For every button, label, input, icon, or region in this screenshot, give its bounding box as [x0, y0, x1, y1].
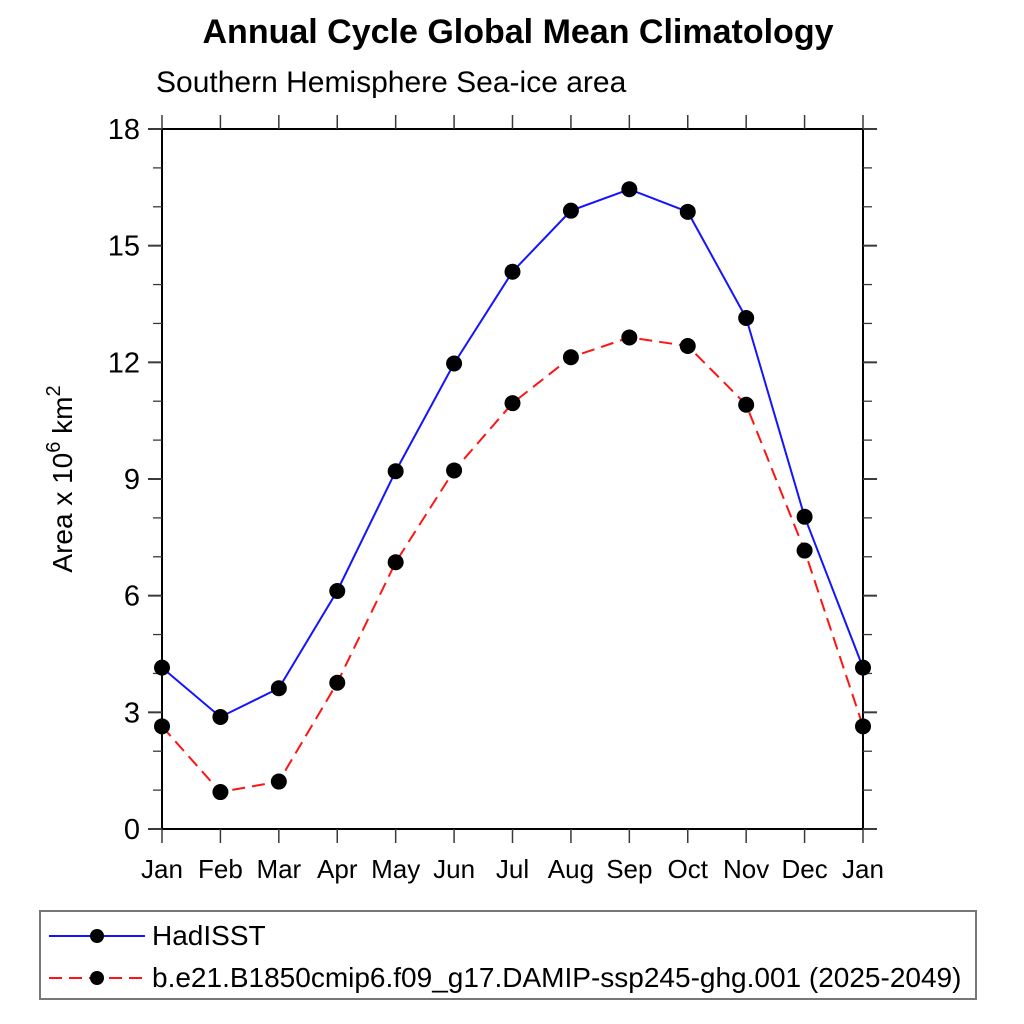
data-point-marker: [270, 773, 287, 790]
plot-frame: [161, 128, 864, 830]
x-tick-label: Apr: [317, 854, 358, 884]
data-point-marker: [679, 203, 696, 220]
data-point-marker: [154, 718, 170, 735]
data-point-marker: [270, 680, 287, 697]
data-point-marker: [855, 718, 871, 735]
data-point-marker: [738, 396, 755, 413]
x-tick-label: Oct: [668, 854, 709, 884]
data-point-marker: [796, 542, 813, 559]
x-tick-label: Aug: [548, 854, 594, 884]
legend-box: HadISST b.e21.B1850cmip6.f09_g17.DAMIP-s…: [39, 910, 977, 1000]
data-point-marker: [446, 355, 463, 372]
y-tick-label: 9: [124, 464, 140, 496]
data-point-marker: [387, 463, 404, 480]
data-point-marker: [329, 583, 346, 599]
x-tick-label: Jul: [496, 854, 529, 884]
legend-label: HadISST: [152, 920, 266, 951]
data-point-marker: [621, 329, 638, 346]
data-point-marker: [504, 263, 521, 280]
data-point-marker: [562, 349, 579, 366]
x-tick-label: May: [371, 854, 420, 884]
legend-line-dashed-icon: [49, 971, 145, 985]
data-point-marker: [679, 338, 696, 354]
x-tick-label: Jun: [433, 854, 475, 884]
y-tick-label: 3: [124, 697, 140, 729]
x-tick-label: Nov: [723, 854, 769, 884]
data-point-marker: [562, 202, 579, 219]
y-tick-label: 6: [124, 581, 140, 613]
data-point-marker: [329, 674, 346, 691]
chart-subtitle: Southern Hemisphere Sea-ice area: [156, 66, 627, 99]
data-point-marker: [446, 462, 463, 479]
chart-title: Annual Cycle Global Mean Climatology: [202, 13, 834, 51]
data-point-marker: [621, 181, 638, 198]
x-tick-label: Feb: [198, 854, 243, 884]
legend-line-solid-icon: [49, 929, 145, 943]
data-point-marker: [738, 310, 755, 326]
x-tick-label: Mar: [256, 854, 301, 884]
legend-item-model: b.e21.B1850cmip6.f09_g17.DAMIP-ssp245-gh…: [49, 962, 962, 993]
legend-item-hadisst: HadISST: [49, 920, 266, 951]
y-tick-label: 0: [124, 814, 140, 846]
data-point-marker: [387, 554, 404, 571]
legend-label: b.e21.B1850cmip6.f09_g17.DAMIP-ssp245-gh…: [152, 962, 962, 993]
data-point-marker: [212, 709, 229, 725]
y-axis-title: Area x 106 km2: [43, 385, 78, 572]
x-tick-label: Dec: [781, 854, 827, 884]
plot-area: Jan Feb Mar Apr May Jun Jul Aug Sep Oct Nov Dec Jan0…: [43, 114, 884, 884]
data-point-marker: [796, 508, 813, 525]
x-tick-label: Sep: [606, 854, 652, 884]
y-tick-label: 18: [108, 114, 140, 146]
y-tick-label: 15: [108, 231, 140, 263]
data-point-marker: [855, 659, 871, 676]
x-tick-label: Jan: [842, 854, 884, 884]
data-point-marker: [504, 395, 521, 412]
data-point-marker: [154, 659, 170, 676]
data-point-marker: [212, 784, 229, 801]
x-tick-label: Jan: [141, 854, 183, 884]
y-tick-label: 12: [108, 347, 140, 379]
